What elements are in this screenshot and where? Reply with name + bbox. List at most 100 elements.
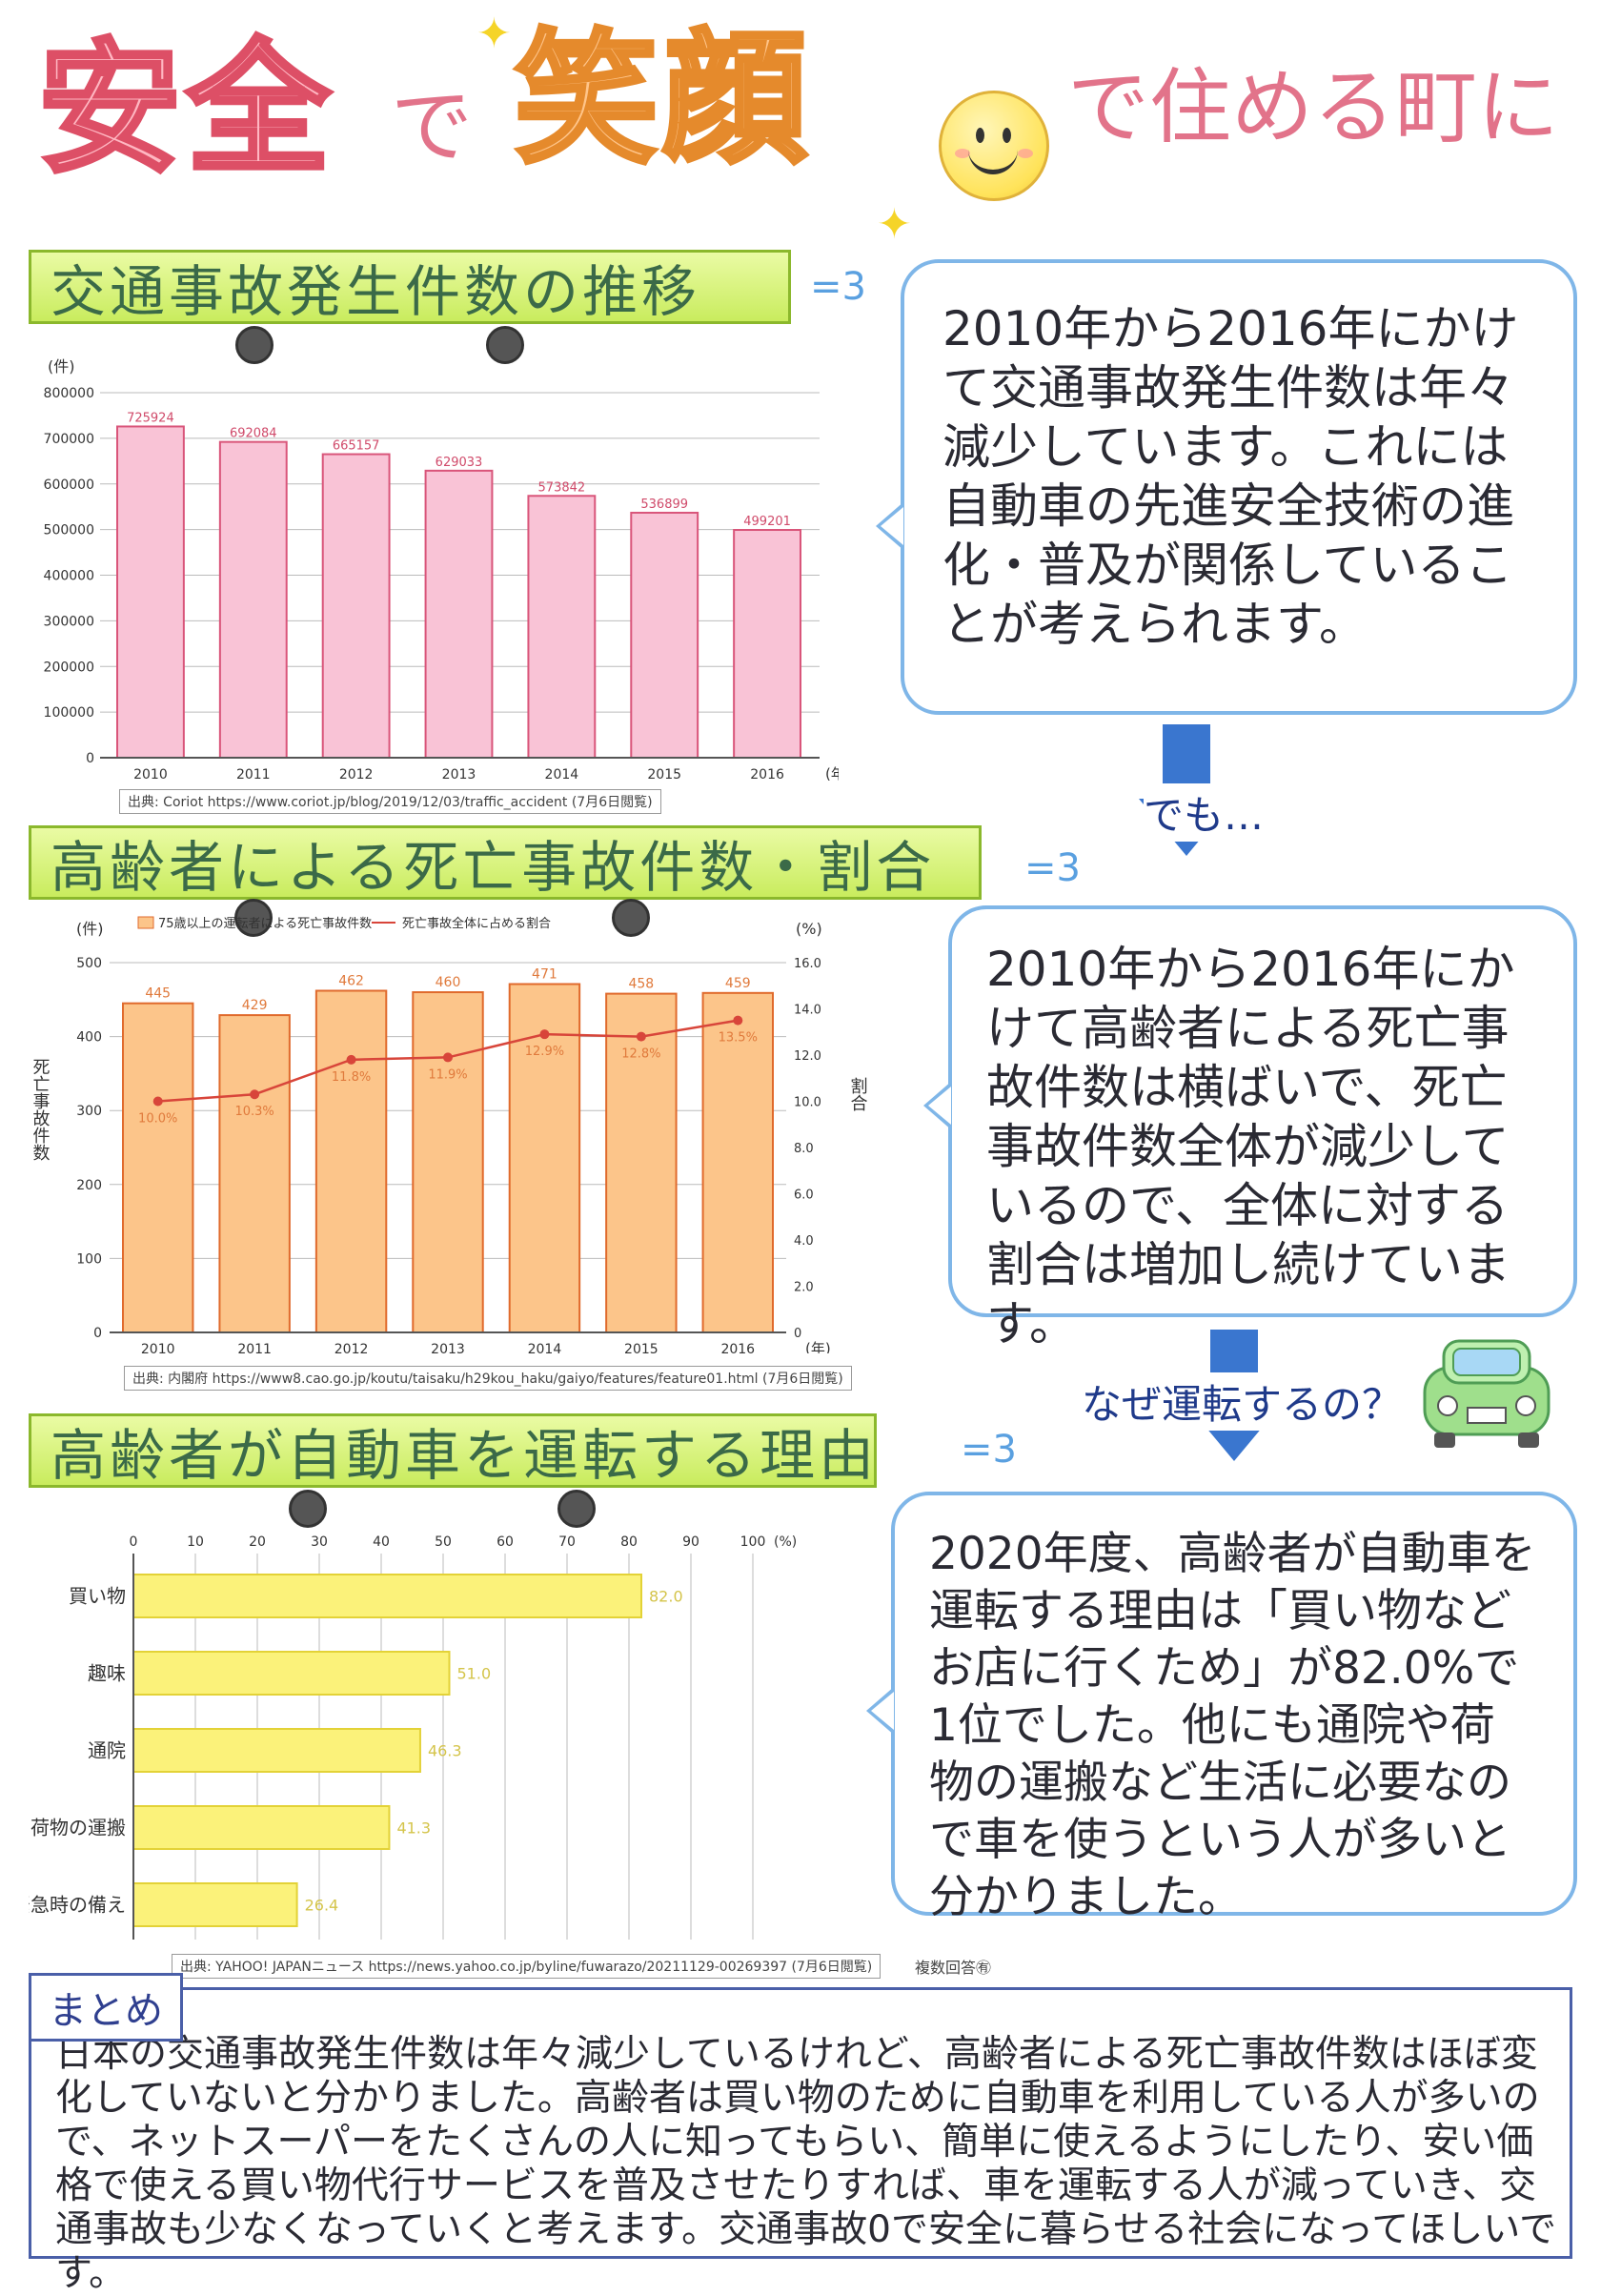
chart3-note: 複数回答㊒	[915, 1959, 992, 1977]
y2-tick-label: 8.0	[794, 1142, 814, 1156]
x-tick-label: 2015	[647, 767, 681, 782]
y-tick-label: 200	[76, 1178, 102, 1193]
y2-tick-label: 16.0	[794, 957, 821, 971]
bubble-2: 2010年から2016年にかけて高齢者による死亡事故件数は横ばいで、死亡事故件数…	[923, 905, 1577, 1351]
x-tick-label: 2012	[339, 767, 374, 782]
connector-demo: でも…	[1144, 783, 1265, 842]
x-tick-label: 2014	[528, 1342, 562, 1353]
data-label: 459	[725, 976, 751, 991]
x-tick-label: 30	[311, 1534, 328, 1550]
bar	[122, 1002, 194, 1334]
line-label: 12.8%	[621, 1047, 660, 1062]
x-tick-label: 40	[373, 1534, 390, 1550]
x-tick-label: 50	[435, 1534, 452, 1550]
y-tick-label: 700000	[44, 432, 94, 447]
line-point	[250, 1089, 260, 1100]
line-label: 13.5%	[719, 1031, 758, 1046]
x-tick-label: 2010	[133, 767, 168, 782]
y-tick-label: 200000	[44, 660, 94, 675]
chart-accidents: (件) 0 100000 200000 300000 400000 500000 600000…	[44, 357, 839, 782]
y-tick-label: 荷物の運搬	[30, 1817, 126, 1839]
data-label: 665157	[333, 439, 380, 454]
smiley-face-icon	[939, 91, 1049, 201]
x-tick-label: 2015	[624, 1342, 659, 1353]
data-label: 82.0	[649, 1588, 683, 1606]
x-tick-label: 20	[249, 1534, 266, 1550]
x-tick-label: 2010	[141, 1342, 175, 1353]
data-label: 458	[628, 977, 654, 992]
line-label: 12.9%	[525, 1045, 564, 1059]
bar	[527, 495, 597, 760]
y-tick-label: 0	[86, 751, 94, 766]
y-tick-label: 300000	[44, 614, 94, 629]
y2-tick-label: 0	[794, 1327, 801, 1341]
x-tick-label: 10	[187, 1534, 204, 1550]
section2-eq: =3	[1024, 846, 1081, 890]
data-label: 462	[338, 973, 364, 988]
data-label: 725924	[127, 411, 174, 425]
x-tick-label: 2016	[750, 767, 784, 782]
y-tick-label: 500000	[44, 523, 94, 538]
y-tick-label: 500	[76, 956, 102, 971]
bar	[630, 511, 699, 760]
pin-icon	[486, 326, 524, 364]
chart-driving-reasons: 0 10 20 30 40 50 60 70 80 90 100 (%) 82.0 買い物 51.0 趣味 46…	[29, 1534, 797, 1940]
bar	[424, 469, 494, 759]
y2-axis-label: 割合	[848, 1077, 868, 1111]
line-point	[346, 1054, 356, 1065]
title-tail: で住める町に	[1067, 60, 1559, 155]
x-tick-label: 80	[620, 1534, 638, 1550]
legend-item: 75歳以上の運転者による死亡事故件数	[158, 917, 372, 931]
section2-banner: 高齢者による死亡事故件数・割合	[29, 825, 982, 900]
y2-tick-label: 6.0	[794, 1189, 814, 1203]
x-tick-label: 2013	[431, 1342, 465, 1353]
line-label: 11.9%	[428, 1067, 467, 1082]
poster-title: 安全 で 笑顔 で住める町に ✦ ✦	[35, 10, 1582, 249]
legend-item: 死亡事故全体に占める割合	[402, 916, 551, 931]
data-label: 536899	[640, 498, 688, 512]
x-unit-label: (年)	[805, 1340, 831, 1353]
line-label: 10.3%	[234, 1105, 274, 1119]
data-label: 445	[145, 986, 171, 1002]
x-tick-label: 2014	[545, 767, 579, 782]
legend-swatch	[137, 916, 154, 929]
section1-eq: =3	[810, 265, 866, 309]
line-point	[443, 1052, 453, 1063]
data-label: 429	[242, 998, 268, 1013]
line-point	[636, 1031, 646, 1042]
line-label: 10.0%	[138, 1112, 177, 1127]
x-tick-label: 100	[740, 1534, 766, 1550]
data-label: 41.3	[396, 1819, 431, 1838]
y2-tick-label: 4.0	[794, 1234, 814, 1249]
chart-elderly-accidents: (件) (%) 75歳以上の運転者による死亡事故件数 死亡事故全体に占める割合 0 100…	[30, 916, 868, 1353]
y2-tick-label: 14.0	[794, 1004, 821, 1018]
line-label: 11.8%	[332, 1070, 371, 1085]
x-unit-label: (年)	[825, 765, 839, 782]
y-tick-label: 600000	[44, 477, 94, 493]
pin-icon	[612, 899, 650, 937]
summary-text: 日本の交通事故発生件数は年々減少しているけれど、高齢者による死亡事故件数はほぼ変…	[55, 2033, 1557, 2295]
y2-tick-label: 2.0	[794, 1281, 814, 1295]
x-tick-label: 0	[130, 1534, 138, 1550]
section1-heading: 交通事故発生件数の推移	[51, 259, 701, 324]
data-label: 629033	[436, 456, 483, 470]
chart3-source: 出典: YAHOO! JAPANニュース https://news.yahoo.…	[172, 1954, 882, 1979]
y-tick-label: 趣味	[88, 1662, 126, 1685]
line-point	[152, 1096, 163, 1107]
sparkle-icon: ✦	[877, 200, 912, 249]
bar	[132, 1882, 298, 1927]
bar	[132, 1651, 451, 1696]
bar	[132, 1574, 642, 1618]
y-tick-label: 0	[93, 1326, 102, 1341]
data-label: 51.0	[457, 1665, 492, 1683]
y-tick-label: 400000	[44, 569, 94, 584]
bubble-2-text: 2010年から2016年にかけて高齢者による死亡事故件数は横ばいで、死亡事故件数…	[986, 942, 1515, 1351]
title-anzen: 安全	[35, 27, 336, 193]
summary-heading: まとめ	[29, 1973, 183, 2042]
bar	[733, 529, 802, 759]
y2-tick-label: 10.0	[794, 1096, 821, 1110]
x-unit-label: (%)	[774, 1534, 797, 1550]
line-point	[733, 1015, 743, 1026]
x-tick-label: 2016	[720, 1342, 755, 1353]
data-label: 573842	[538, 480, 586, 495]
